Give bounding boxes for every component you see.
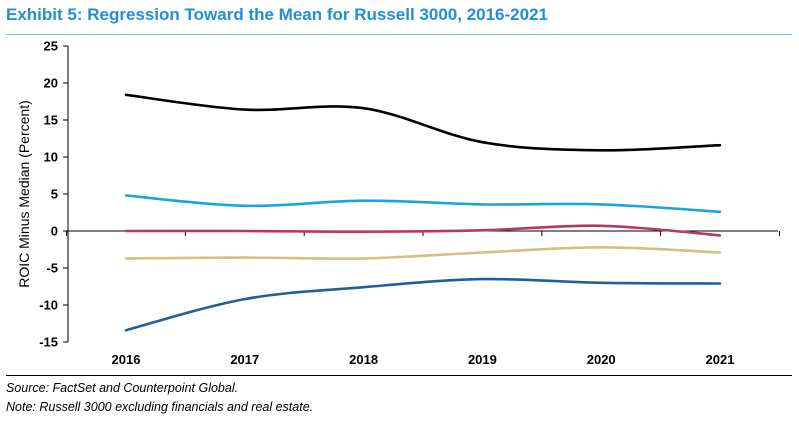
title-divider bbox=[6, 34, 792, 35]
source-note: Source: FactSet and Counterpoint Global. bbox=[6, 381, 239, 395]
x-tick-label: 2020 bbox=[587, 352, 616, 367]
y-tick-label: 5 bbox=[51, 187, 58, 202]
y-tick-label: 25 bbox=[44, 39, 58, 54]
footer-divider bbox=[6, 375, 792, 376]
y-tick-label: -5 bbox=[46, 261, 58, 276]
x-tick-label: 2016 bbox=[112, 352, 141, 367]
series-line-4 bbox=[124, 245, 722, 260]
y-tick-label: -10 bbox=[39, 298, 58, 313]
x-tick-label: 2021 bbox=[706, 352, 735, 367]
x-tick-label: 2019 bbox=[468, 352, 497, 367]
footnote: Note: Russell 3000 excluding financials … bbox=[6, 400, 314, 414]
y-tick-label: 10 bbox=[44, 150, 58, 165]
y-tick-label: 0 bbox=[51, 224, 58, 239]
x-axis: 2016 2017 2018 2019 2020 2021 bbox=[66, 230, 780, 367]
y-axis-title: ROIC Minus Median (Percent) bbox=[16, 100, 32, 288]
x-tick-label: 2017 bbox=[230, 352, 259, 367]
series-line-2 bbox=[124, 194, 722, 214]
series-line-1 bbox=[124, 93, 722, 152]
y-axis: -15 -10 -5 0 5 10 15 20 25 bbox=[39, 39, 69, 350]
y-tick-label: 20 bbox=[44, 76, 58, 91]
series-layer bbox=[124, 93, 722, 332]
y-tick-label: -15 bbox=[39, 335, 58, 350]
y-tick-label: 15 bbox=[44, 113, 58, 128]
series-line-3 bbox=[124, 224, 722, 237]
series-line-5 bbox=[124, 277, 722, 332]
page-title: Exhibit 5: Regression Toward the Mean fo… bbox=[6, 5, 548, 24]
x-tick-label: 2018 bbox=[349, 352, 378, 367]
